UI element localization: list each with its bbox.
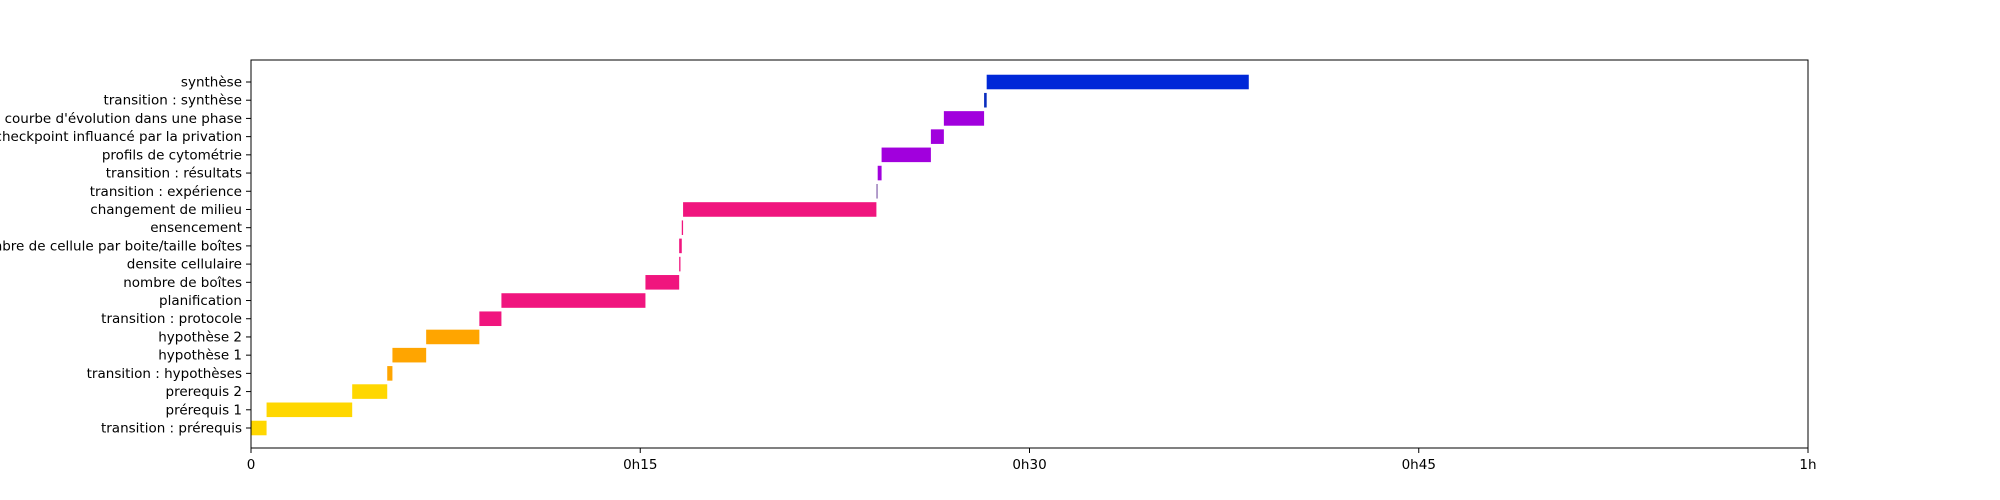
bar-5 [392,347,427,363]
bar-16 [881,147,931,163]
bar-11 [679,238,682,254]
y-tick-label: nombre de cellule par boite/taille boîte… [0,238,242,254]
bar-9 [645,275,680,290]
y-tick-label: prerequis 2 [166,384,242,400]
y-tick-label: prérequis 1 [166,402,242,418]
y-tick-label: transition : protocole [101,311,242,327]
bar-10 [679,256,681,272]
bar-12 [681,220,684,235]
bar-13 [683,202,877,217]
bar-20 [986,74,1249,90]
y-tick-label: hypothèse 2 [158,329,242,345]
bar-19 [984,92,987,108]
x-tick-label: 0h15 [623,457,657,473]
bar-17 [930,129,944,144]
x-tick-label: 1h [1799,457,1816,473]
y-axis: transition : prérequis prérequis 1 prerequ… [0,75,251,437]
bar-3 [352,384,388,399]
y-tick-label: synthèse [181,75,242,91]
x-tick-label: 0 [247,457,256,473]
y-tick-label: courbe d'évolution dans une phase [5,111,242,127]
bars-layer [251,74,1249,436]
x-tick-label: 0h45 [1402,457,1436,473]
y-tick-label: transition : synthèse [103,93,242,109]
bar-2 [266,402,353,418]
y-tick-label: ensencement [150,220,242,236]
bar-15 [877,165,882,181]
x-axis: 0 0h15 0h30 0h45 1h [247,448,1817,473]
bar-7 [479,311,502,327]
bar-8 [501,293,646,308]
y-tick-label: densite cellulaire [127,257,242,273]
y-tick-label: profils de cytométrie [102,147,242,163]
bar-1 [251,420,267,436]
y-tick-label: changement de milieu [90,202,242,218]
y-tick-label: nombre de boîtes [123,275,242,291]
y-tick-label: transition : prérequis [101,421,242,437]
x-tick-label: 0h30 [1012,457,1046,473]
bar-14 [876,183,878,199]
bar-6 [426,329,480,345]
bar-4 [387,366,393,381]
y-tick-label: transition : hypothèses [87,366,242,382]
y-tick-label: checkpoint influancé par la privation [0,129,242,145]
y-tick-label: transition : expérience [90,184,242,200]
bar-18 [943,111,985,126]
plot-frame [250,59,1809,449]
y-tick-label: hypothèse 1 [158,348,242,364]
y-tick-label: planification [159,293,242,309]
y-tick-label: transition : résultats [106,166,242,182]
